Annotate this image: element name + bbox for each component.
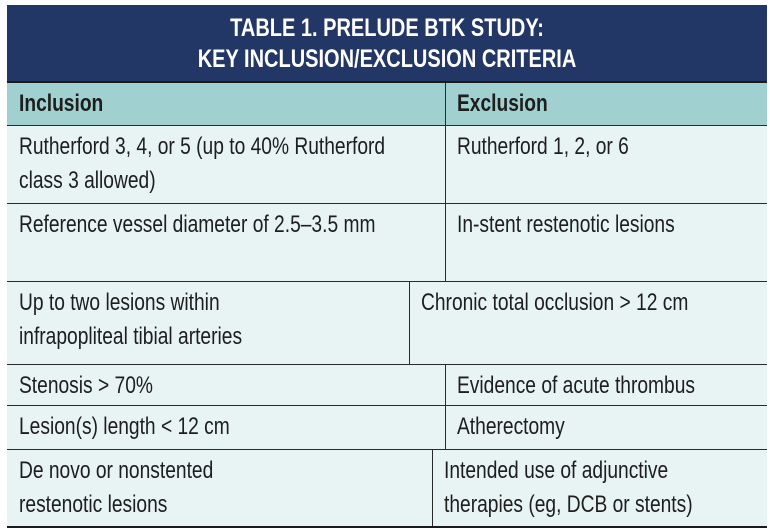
table-row: Up to two lesions within infrapopliteal t… [7, 282, 767, 365]
table-row: Reference vessel diameter of 2.5–3.5 mm I… [7, 204, 767, 282]
exclusion-text: Atherectomy [457, 413, 565, 440]
table-title-line-2: KEY INCLUSION/EXCLUSION CRITERIA [197, 45, 577, 73]
inclusion-cell: Rutherford 3, 4, or 5 (up to 40% Rutherf… [7, 126, 446, 203]
table-row: De novo or nonstented restenotic lesions I… [7, 450, 767, 526]
table-row: Stenosis > 70% Evidence of acute thrombus [7, 365, 767, 406]
table-row: Rutherford 3, 4, or 5 (up to 40% Rutherf… [7, 126, 767, 204]
inclusion-cell: Lesion(s) length < 12 cm [7, 406, 446, 449]
table-title: TABLE 1. PRELUDE BTK STUDY: KEY INCLUSIO… [7, 5, 767, 83]
inclusion-cell: Reference vessel diameter of 2.5–3.5 mm [7, 204, 446, 281]
inclusion-text: Stenosis > 70% [19, 372, 153, 399]
exclusion-cell: Atherectomy [446, 406, 767, 449]
inclusion-text: Lesion(s) length < 12 cm [19, 413, 230, 440]
header-exclusion: Exclusion [457, 90, 548, 117]
criteria-table: TABLE 1. PRELUDE BTK STUDY: KEY INCLUSIO… [7, 5, 767, 528]
exclusion-cell: Evidence of acute thrombus [446, 365, 767, 405]
exclusion-text: therapies (eg, DCB or stents) [444, 491, 693, 518]
exclusion-text: Rutherford 1, 2, or 6 [457, 133, 629, 160]
inclusion-cell: Up to two lesions within infrapopliteal t… [7, 282, 410, 364]
exclusion-text: In-stent restenotic lesions [457, 211, 675, 238]
inclusion-text: class 3 allowed) [19, 167, 156, 194]
inclusion-text: Rutherford 3, 4, or 5 (up to 40% Rutherf… [19, 133, 386, 160]
exclusion-cell: Rutherford 1, 2, or 6 [446, 126, 767, 203]
inclusion-text: restenotic lesions [19, 491, 168, 518]
inclusion-cell: De novo or nonstented restenotic lesions [7, 450, 434, 526]
exclusion-cell: Chronic total occlusion > 12 cm [410, 282, 767, 364]
inclusion-text: De novo or nonstented [19, 457, 214, 484]
table-title-line-1: TABLE 1. PRELUDE BTK STUDY: [230, 14, 544, 42]
inclusion-text: Reference vessel diameter of 2.5–3.5 mm [19, 211, 376, 238]
table-row: Lesion(s) length < 12 cm Atherectomy [7, 406, 767, 450]
header-inclusion: Inclusion [7, 83, 446, 125]
inclusion-text: Up to two lesions within [19, 289, 220, 316]
header-row: Inclusion Exclusion [7, 83, 767, 126]
exclusion-text: Intended use of adjunctive [444, 457, 669, 484]
exclusion-text: Evidence of acute thrombus [457, 372, 696, 399]
exclusion-cell: In-stent restenotic lesions [446, 204, 767, 281]
exclusion-cell: Intended use of adjunctive therapies (eg,… [433, 450, 767, 526]
inclusion-cell: Stenosis > 70% [7, 365, 446, 405]
exclusion-text: Chronic total occlusion > 12 cm [420, 289, 689, 316]
inclusion-text: infrapopliteal tibial arteries [19, 323, 243, 350]
